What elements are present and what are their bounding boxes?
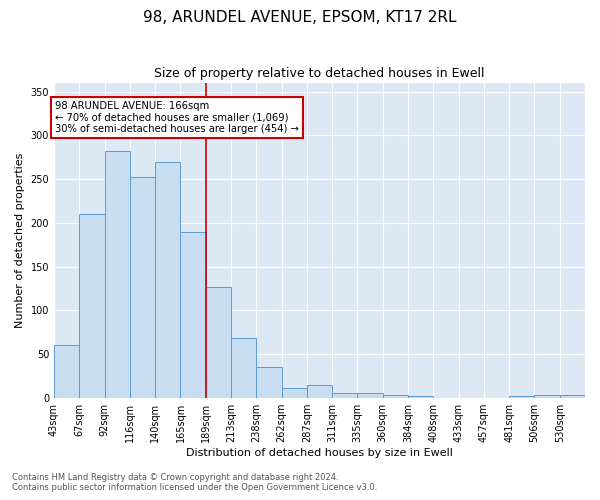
Bar (256, 367, 281, 398)
Bar (408, 396, 433, 398)
Y-axis label: Number of detached properties: Number of detached properties (15, 152, 25, 328)
Bar (104, 151, 130, 398)
Bar (231, 338, 256, 398)
X-axis label: Distribution of detached houses by size in Ewell: Distribution of detached houses by size … (186, 448, 453, 458)
Title: Size of property relative to detached houses in Ewell: Size of property relative to detached ho… (154, 68, 485, 80)
Bar (79, 214, 104, 398)
Text: 98, ARUNDEL AVENUE, EPSOM, KT17 2RL: 98, ARUNDEL AVENUE, EPSOM, KT17 2RL (143, 10, 457, 25)
Bar (155, 162, 181, 398)
Bar (383, 395, 408, 398)
Bar (332, 394, 358, 398)
Bar (206, 286, 231, 398)
Bar (509, 396, 535, 398)
Text: Contains HM Land Registry data © Crown copyright and database right 2024.
Contai: Contains HM Land Registry data © Crown c… (12, 473, 377, 492)
Bar (535, 395, 560, 398)
Bar (181, 232, 206, 398)
Bar (130, 178, 155, 398)
Bar (281, 388, 307, 398)
Bar (560, 395, 585, 398)
Text: 98 ARUNDEL AVENUE: 166sqm
← 70% of detached houses are smaller (1,069)
30% of se: 98 ARUNDEL AVENUE: 166sqm ← 70% of detac… (55, 100, 299, 134)
Bar (54, 346, 79, 398)
Bar (307, 386, 332, 398)
Bar (358, 394, 383, 398)
